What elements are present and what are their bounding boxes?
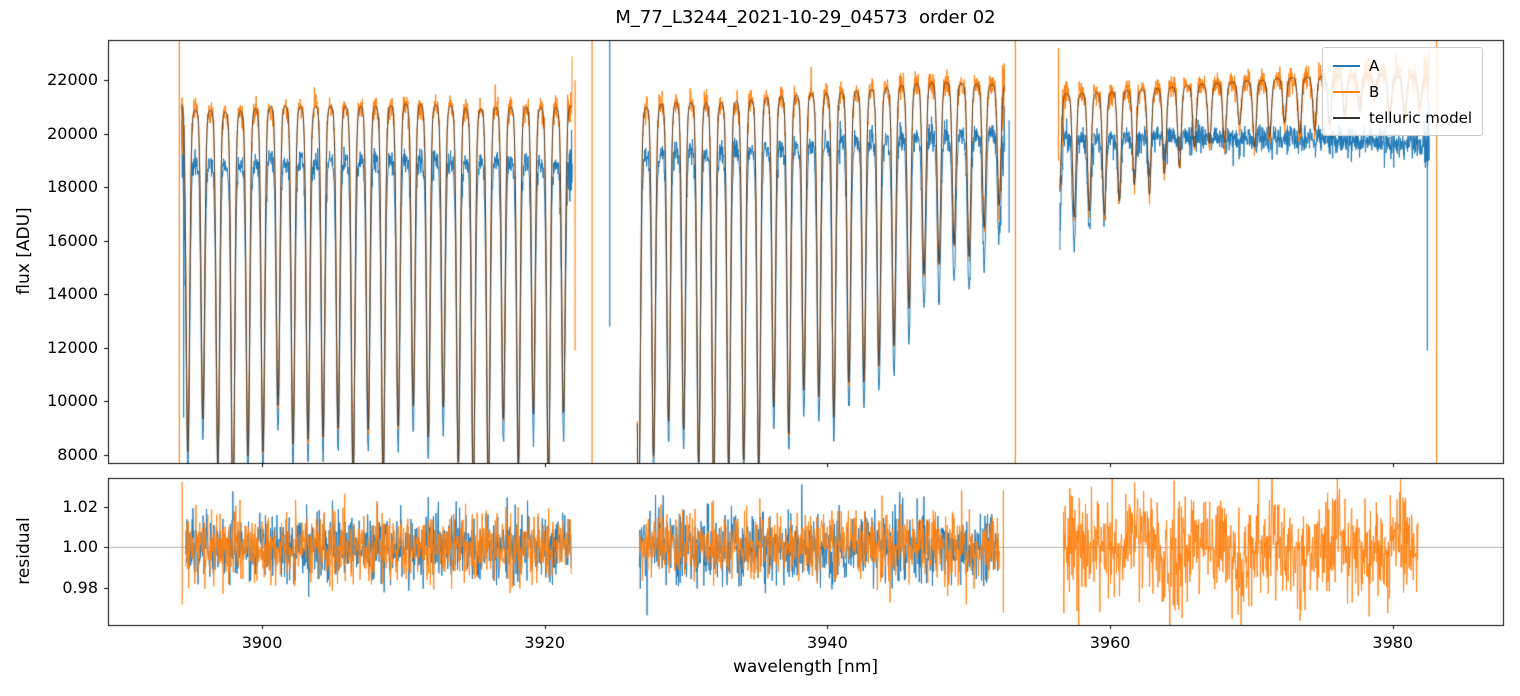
flux-tick-label: 8000 [57,444,98,464]
legend-line-swatch [1333,64,1360,67]
legend-line-swatch [1333,116,1360,119]
x-axis-label: wavelength [nm] [732,657,879,677]
figure-title: M_77_L3244_2021-10-29_04573 order 02 [615,7,996,28]
residual-tick-label: 1.00 [62,537,98,557]
flux-tick-label: 22000 [47,70,98,90]
x-tick-label: 3900 [241,633,283,652]
x-tick-label: 3960 [1089,633,1131,652]
flux-tick-label: 18000 [47,177,98,197]
x-tick-label: 3940 [807,633,848,652]
legend-label: B [1369,82,1380,101]
residual-tick-label: 0.98 [62,578,98,598]
legend-item-A: A [1333,56,1472,75]
legend-label: telluric model [1369,108,1473,127]
residual-tick-label: 1.02 [62,496,98,516]
flux-tick-label: 16000 [47,230,98,250]
flux-tick-label: 12000 [47,337,98,357]
flux-tick-label: 10000 [47,391,98,411]
legend-label: A [1369,56,1380,75]
x-tick-label: 3980 [1372,633,1414,652]
flux-tick-label: 14000 [47,284,98,304]
flux-tick-label: 20000 [47,123,98,143]
legend-item-telluric-model: telluric model [1333,108,1472,127]
legend-line-swatch [1333,90,1360,93]
legend-item-B: B [1333,82,1472,101]
x-tick-label: 3920 [524,633,566,652]
